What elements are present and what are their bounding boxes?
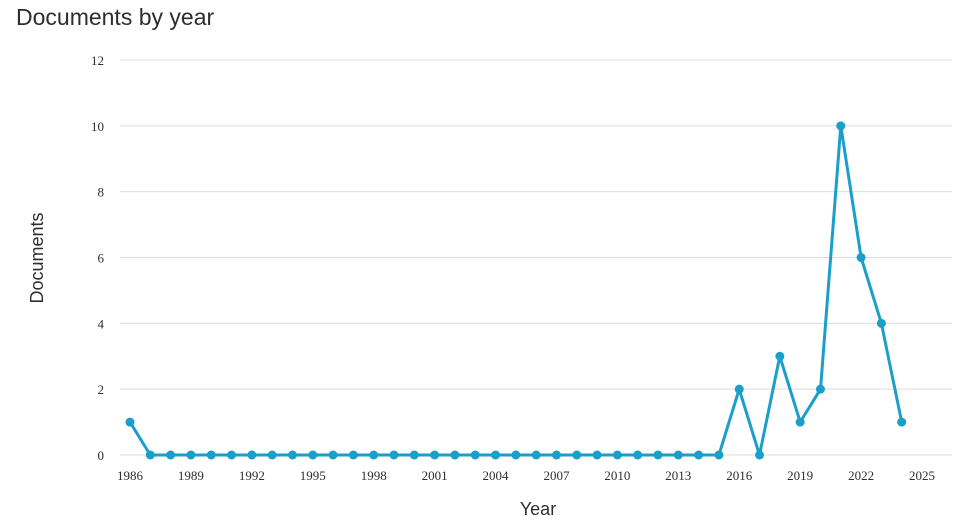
data-point-2012[interactable] <box>653 450 663 460</box>
data-point-2006[interactable] <box>531 450 541 460</box>
x-tick-label: 2022 <box>848 468 874 483</box>
y-tick-label: 4 <box>98 316 105 331</box>
data-point-1999[interactable] <box>389 450 399 460</box>
x-tick-label: 2010 <box>604 468 630 483</box>
data-point-2001[interactable] <box>430 450 440 460</box>
data-point-2007[interactable] <box>551 450 561 460</box>
x-tick-label: 1995 <box>300 468 326 483</box>
data-point-2020[interactable] <box>815 384 825 394</box>
data-point-1988[interactable] <box>166 450 176 460</box>
data-point-2008[interactable] <box>572 450 582 460</box>
data-point-2010[interactable] <box>612 450 622 460</box>
x-axis-label: Year <box>520 499 556 519</box>
data-point-2017[interactable] <box>755 450 765 460</box>
data-point-2019[interactable] <box>795 417 805 427</box>
y-tick-label: 10 <box>91 119 104 134</box>
x-tick-label: 1989 <box>178 468 204 483</box>
data-point-2016[interactable] <box>734 384 744 394</box>
x-tick-label: 2016 <box>726 468 753 483</box>
data-point-2018[interactable] <box>775 351 785 361</box>
x-tick-label: 1998 <box>361 468 387 483</box>
data-point-2015[interactable] <box>714 450 724 460</box>
data-point-2022[interactable] <box>856 253 866 262</box>
chart-title: Documents by year <box>16 4 215 30</box>
data-point-1989[interactable] <box>186 450 196 460</box>
data-point-1986[interactable] <box>125 417 135 427</box>
data-point-1998[interactable] <box>369 450 379 460</box>
data-point-1994[interactable] <box>287 450 297 460</box>
x-tick-label: 1992 <box>239 468 265 483</box>
x-tick-labels: 1986 1989 1992 1995 1998 2001 2004 2007 2010 2013… <box>117 468 935 483</box>
data-point-1996[interactable] <box>328 450 338 460</box>
data-point-2014[interactable] <box>694 450 704 460</box>
y-axis-label: Documents <box>27 212 47 303</box>
y-tick-label: 0 <box>98 448 105 463</box>
data-point-1987[interactable] <box>145 450 155 460</box>
y-tick-label: 8 <box>98 185 105 200</box>
data-point-1993[interactable] <box>267 450 277 460</box>
y-tick-label: 12 <box>91 53 104 68</box>
y-tick-label: 2 <box>98 382 105 397</box>
series-documents <box>125 121 907 460</box>
data-point-2021[interactable] <box>836 121 846 131</box>
data-point-2002[interactable] <box>450 450 460 460</box>
grid-lines <box>120 59 952 456</box>
series-line <box>128 124 904 457</box>
x-tick-label: 2007 <box>543 468 570 483</box>
x-tick-label: 2004 <box>483 468 510 483</box>
data-point-1995[interactable] <box>308 450 318 460</box>
y-tick-label: 6 <box>98 251 105 266</box>
data-point-2013[interactable] <box>673 450 683 460</box>
data-point-1990[interactable] <box>206 450 216 460</box>
x-tick-label: 2025 <box>909 468 935 483</box>
data-point-2011[interactable] <box>633 450 643 460</box>
data-point-2023[interactable] <box>876 318 886 328</box>
data-point-1992[interactable] <box>247 450 257 460</box>
x-tick-label: 2013 <box>665 468 691 483</box>
x-tick-label: 2001 <box>422 468 448 483</box>
data-point-1997[interactable] <box>348 450 358 460</box>
data-point-2004[interactable] <box>491 450 501 460</box>
data-point-1991[interactable] <box>227 450 237 460</box>
x-tick-label: 1986 <box>117 468 144 483</box>
x-tick-label: 2019 <box>787 468 813 483</box>
data-point-2009[interactable] <box>592 450 602 460</box>
data-point-2024[interactable] <box>897 417 907 427</box>
data-point-2000[interactable] <box>409 450 419 460</box>
y-tick-labels: 0 2 4 6 8 10 12 <box>91 53 105 463</box>
data-point-2003[interactable] <box>470 450 480 460</box>
data-point-2005[interactable] <box>511 450 521 460</box>
